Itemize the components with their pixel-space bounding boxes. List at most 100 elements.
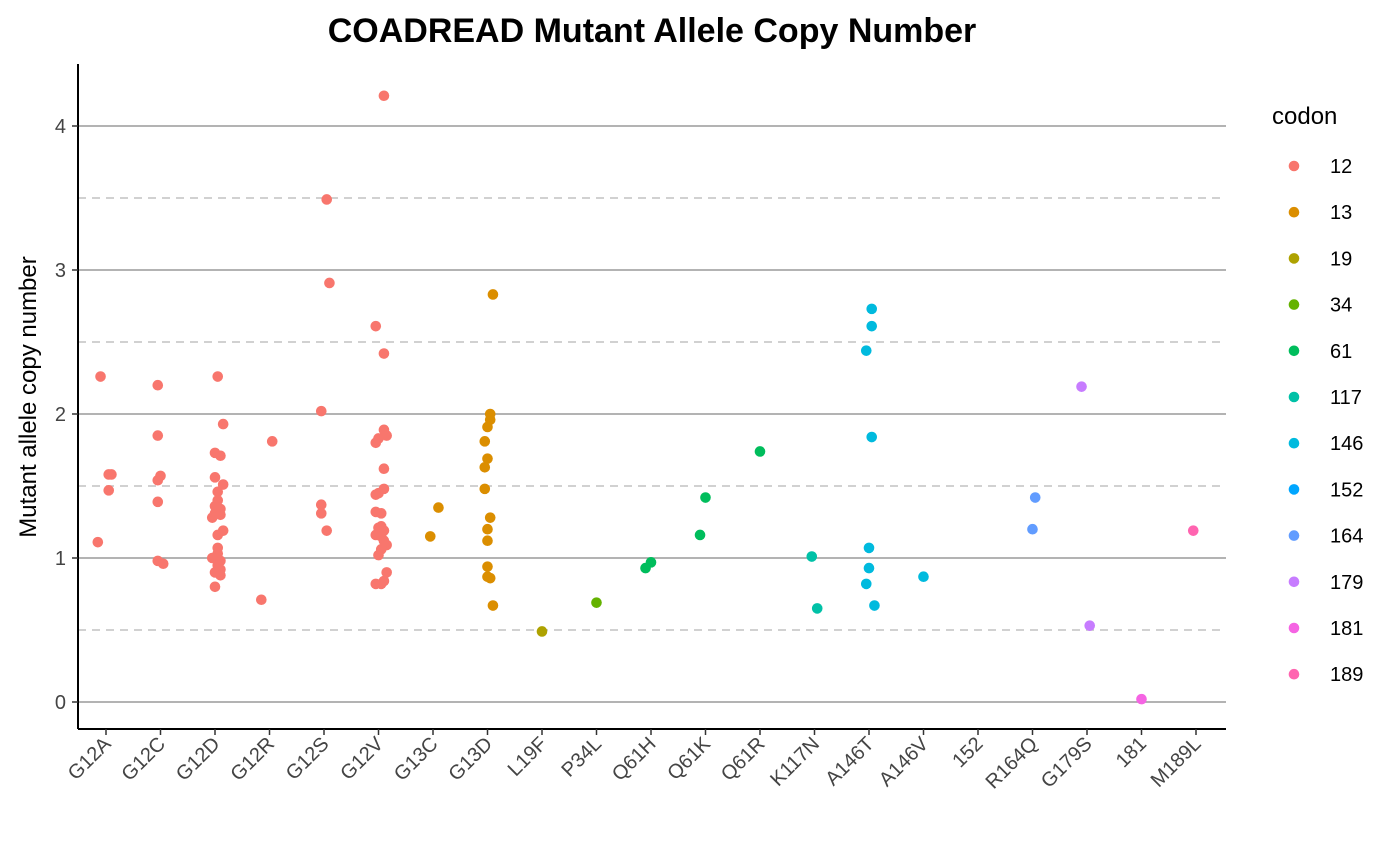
legend-label: 61: [1330, 341, 1352, 363]
legend-key: [1288, 437, 1300, 449]
legend-key: [1288, 576, 1300, 588]
data-point: [157, 558, 169, 570]
data-point: [212, 529, 224, 541]
x-tick-label: G179S: [1037, 733, 1097, 793]
x-tick-label: M189L: [1147, 733, 1206, 792]
data-point: [482, 535, 493, 547]
data-point: [482, 421, 493, 433]
y-tick-label: 1: [55, 548, 66, 570]
data-point: [1084, 620, 1096, 631]
data-point: [206, 552, 218, 564]
data-point: [321, 194, 333, 205]
legend-label: 117: [1330, 387, 1362, 409]
x-tick-label: G13D: [445, 733, 498, 786]
data-point: [806, 551, 818, 562]
x-tick-label: G12V: [336, 733, 388, 785]
x-tick-label: 152: [948, 733, 987, 772]
data-point: [152, 496, 164, 508]
data-point: [375, 578, 387, 590]
data-point: [866, 303, 878, 315]
data-point: [1029, 492, 1041, 503]
data-point: [1076, 381, 1087, 392]
data-point: [424, 531, 436, 542]
data-point: [375, 508, 387, 519]
data-point: [217, 418, 229, 430]
legend: codon 12 13 19 34 61 117 146 152 164 179 181 189: [1272, 103, 1363, 686]
data-point: [866, 431, 878, 443]
data-point: [869, 600, 880, 611]
y-tick-label: 0: [55, 692, 66, 714]
data-point: [370, 320, 382, 332]
data-point: [209, 581, 221, 593]
y-axis-title: Mutant allele copy number: [15, 256, 42, 537]
y-tick-label: 3: [55, 260, 66, 282]
legend-key: [1288, 299, 1300, 310]
data-points: [92, 90, 1199, 705]
data-point: [645, 557, 657, 568]
data-point: [95, 371, 106, 382]
x-tick-label: Q61H: [608, 733, 661, 786]
data-point: [370, 437, 382, 449]
x-tick-label: G12A: [64, 733, 116, 785]
legend-key: [1288, 530, 1300, 541]
data-point: [433, 502, 444, 513]
data-point: [482, 453, 493, 464]
legend-key: [1288, 391, 1300, 403]
legend-key: [1288, 484, 1300, 495]
data-point: [215, 569, 226, 581]
data-point: [479, 461, 491, 473]
data-point: [152, 430, 164, 441]
legend-label: 152: [1330, 479, 1363, 501]
x-tick-label: A146T: [821, 733, 878, 790]
legend-label: 164: [1330, 526, 1363, 548]
data-point: [863, 542, 875, 554]
data-point: [487, 600, 499, 611]
x-tick-label: K117N: [766, 733, 824, 791]
data-point: [487, 289, 499, 300]
data-point: [266, 436, 278, 447]
data-point: [315, 508, 327, 519]
y-tick-label: 2: [55, 404, 66, 426]
legend-label: 179: [1330, 572, 1363, 594]
x-tick-label: G13C: [390, 733, 443, 786]
data-point: [206, 512, 218, 523]
data-point: [694, 529, 706, 541]
data-point: [378, 90, 390, 102]
data-point: [215, 450, 226, 462]
data-point: [1136, 693, 1147, 705]
data-point: [370, 489, 382, 500]
x-tick-label: 181: [1112, 733, 1151, 772]
data-point: [591, 597, 602, 608]
data-point: [209, 472, 221, 483]
data-point: [321, 525, 333, 536]
data-point: [860, 578, 872, 590]
x-tick-label: L19F: [504, 733, 552, 781]
data-point: [152, 379, 164, 391]
legend-key: [1288, 668, 1300, 680]
legend-key: [1288, 206, 1300, 218]
data-point: [811, 603, 823, 614]
data-point: [484, 512, 496, 523]
legend-key: [1288, 345, 1300, 357]
data-point: [866, 320, 878, 332]
data-point: [92, 536, 104, 548]
data-point: [484, 572, 496, 584]
legend-title: codon: [1272, 103, 1337, 130]
chart-title: COADREAD Mutant Allele Copy Number: [328, 12, 977, 50]
data-point: [373, 549, 384, 561]
data-point: [256, 594, 267, 606]
data-point: [536, 626, 548, 637]
data-point: [479, 483, 491, 495]
data-point: [1187, 525, 1199, 536]
data-point: [217, 479, 229, 490]
data-point: [106, 469, 117, 480]
data-point: [103, 485, 115, 496]
legend-key: [1288, 253, 1300, 264]
data-point: [918, 571, 929, 583]
data-point: [482, 523, 493, 535]
y-tick-label: 4: [55, 116, 66, 138]
data-point: [381, 567, 392, 578]
grid-lines: [78, 125, 1226, 703]
x-tick-label: A146V: [875, 733, 933, 791]
